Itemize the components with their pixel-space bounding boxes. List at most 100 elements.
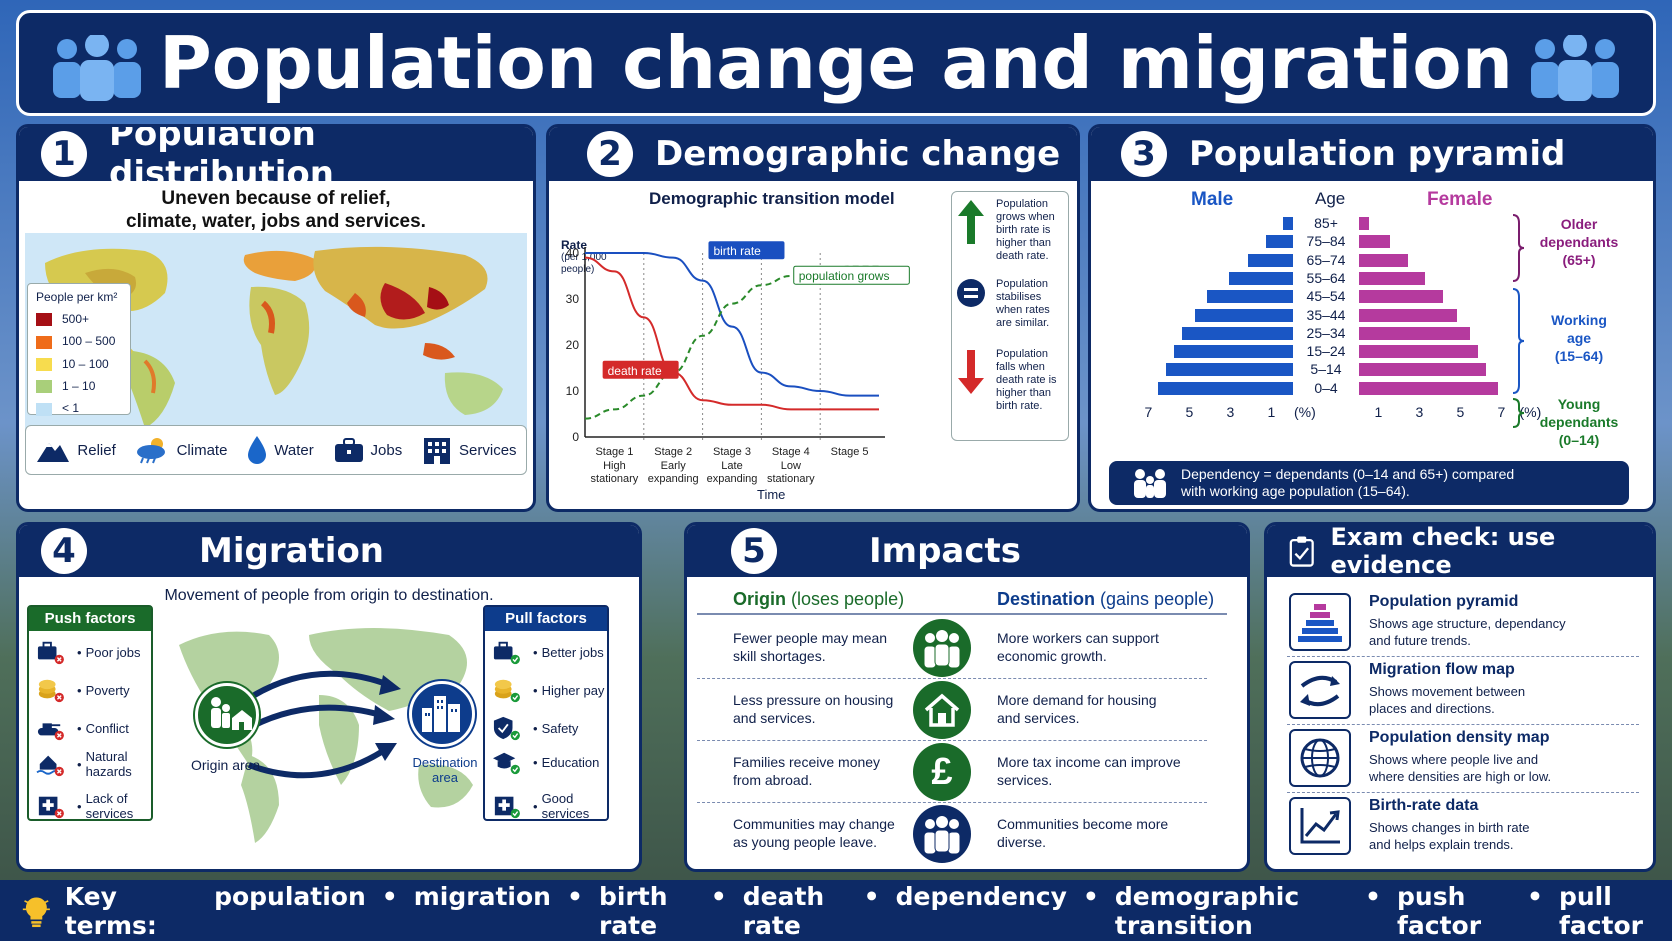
legend-swatch xyxy=(36,402,52,416)
migration-panel: 4 Migration Movement of people from orig… xyxy=(16,522,642,872)
stage-desc: Low xyxy=(781,460,801,472)
legend-item: 500+ xyxy=(36,312,122,327)
briefcase-icon xyxy=(334,438,363,462)
female-bar xyxy=(1359,290,1444,304)
legend-label: 500+ xyxy=(62,312,90,326)
impact-destination-text: More tax income can improve services. xyxy=(997,754,1181,788)
exam-item-title: Population pyramid xyxy=(1369,593,1519,610)
push-factors: Push factors • Poor jobs • Poverty • Conflict… xyxy=(27,605,153,821)
factor-label: Higher pay xyxy=(541,682,605,698)
page-title: Population change and migration xyxy=(158,21,1513,105)
term-separator: • xyxy=(863,881,880,911)
female-bar xyxy=(1359,381,1499,395)
y-axis-note: (per 1,000 people) xyxy=(561,252,607,275)
stage-desc: Early xyxy=(661,460,687,472)
female-bar xyxy=(1359,271,1425,285)
age-group-label: 5–14 xyxy=(1310,361,1342,378)
y-tick-label: 0 xyxy=(572,430,579,444)
factor-label: Education xyxy=(541,754,600,770)
male-tick: 3 xyxy=(1226,404,1235,420)
note-text: death rate. xyxy=(996,250,1049,262)
mountain-icon xyxy=(37,443,70,462)
note-text: Population xyxy=(996,348,1048,360)
migration-subtitle: Movement of people from origin to destin… xyxy=(164,587,494,604)
legend-swatch xyxy=(36,357,52,371)
panel-number: 3 xyxy=(1121,131,1167,177)
dependency-line1: Dependency = dependants (0–14 and 65+) c… xyxy=(1181,466,1515,482)
bullet: • xyxy=(77,720,82,736)
key-term: population xyxy=(214,881,366,911)
y-tick-label: 30 xyxy=(566,292,580,306)
factor-jobs: Jobs xyxy=(333,437,402,463)
key-term: migration xyxy=(413,881,551,911)
male-bar xyxy=(1266,235,1293,249)
factor-services: Services xyxy=(421,435,517,465)
age-group-label: 65–74 xyxy=(1306,251,1346,268)
tank-icon xyxy=(37,723,64,741)
impact-row: Families receive money from abroad. £ More … xyxy=(697,741,1207,803)
bracket-text: Older xyxy=(1560,216,1598,232)
legend-title: People per km² xyxy=(36,290,118,304)
impact-origin-text: Less pressure on housing and services. xyxy=(733,692,894,726)
legend-item: 100 – 500 xyxy=(36,334,122,349)
age-group-label: 25–34 xyxy=(1306,324,1346,341)
age-group-label: 75–84 xyxy=(1306,233,1346,250)
push-factor-item: • Conflict xyxy=(35,715,129,741)
bullet: • xyxy=(77,682,82,698)
male-bar xyxy=(1165,363,1293,377)
legend-label: 10 – 100 xyxy=(62,356,109,371)
factor-label: Safety xyxy=(541,720,579,736)
male-bar xyxy=(1247,253,1293,267)
factor-label: Natural hazards xyxy=(85,749,132,779)
push-factor-item: • Natural hazards xyxy=(35,749,132,779)
male-tick: 7 xyxy=(1144,404,1153,420)
city-icon xyxy=(422,696,460,732)
panel-heading: Impacts xyxy=(869,531,1022,571)
y-tick-label: 20 xyxy=(566,338,580,352)
male-tick: 5 xyxy=(1185,404,1194,420)
stage-desc: stationary xyxy=(767,473,815,485)
stage-desc: stationary xyxy=(591,473,639,485)
push-factor-item: • Poor jobs xyxy=(35,639,140,665)
impact-origin-text: Families receive money from abroad. xyxy=(733,754,881,788)
key-term: dependency xyxy=(895,881,1067,911)
note-falls: Population falls when death rate is higher … xyxy=(956,348,1057,413)
key-terms-label: Key terms: xyxy=(64,881,157,940)
people-group-icon xyxy=(1531,35,1619,101)
exam-item: Migration flow map Shows movement between… xyxy=(1287,657,1639,725)
age-group-label: 15–24 xyxy=(1306,343,1346,360)
age-group-label: 0–4 xyxy=(1314,379,1338,396)
exam-item: Birth-rate data Shows changes in birth ra… xyxy=(1287,793,1639,861)
arrow-down-icon xyxy=(958,350,984,394)
pyramid-icon xyxy=(1289,593,1351,651)
exam-heading: Exam check: use evidence xyxy=(1330,523,1556,579)
graduation-cap-icon xyxy=(493,752,520,775)
flood-house-icon xyxy=(36,755,64,777)
impact-row: Less pressure on housing and services. Mor… xyxy=(697,679,1207,741)
shield-icon xyxy=(493,716,520,741)
clipboard-check-icon xyxy=(1289,536,1314,567)
pound-symbol: £ xyxy=(931,750,953,793)
exam-header: Exam check: use evidence xyxy=(1267,523,1653,579)
factor-label: Conflict xyxy=(85,720,129,736)
note-text: Population xyxy=(996,278,1048,290)
key-term: birth rate xyxy=(598,881,668,940)
female-bar xyxy=(1359,345,1478,359)
legend-label: < 1 xyxy=(62,401,80,416)
bullet: • xyxy=(533,682,538,698)
impacts-col-heads: Origin (loses people) Destination (gains… xyxy=(697,585,1227,615)
bullet: • xyxy=(77,798,82,814)
note-text: when rates xyxy=(996,304,1050,316)
note-text: Population xyxy=(996,198,1048,210)
panel-number: 1 xyxy=(41,131,87,177)
pull-factor-item: • Better jobs xyxy=(491,639,604,665)
series-line-0 xyxy=(585,252,879,397)
stage-desc: High xyxy=(603,460,626,472)
exam-item: Population density map Shows where people… xyxy=(1287,725,1639,793)
male-tick: (%) xyxy=(1294,404,1316,420)
male-bar xyxy=(1206,290,1293,304)
exam-panel: Exam check: use evidence Population pyra… xyxy=(1264,522,1656,872)
panel-heading: Population distribution xyxy=(109,124,334,194)
stage-label: Stage 4 xyxy=(772,446,810,458)
female-bar xyxy=(1359,217,1370,230)
